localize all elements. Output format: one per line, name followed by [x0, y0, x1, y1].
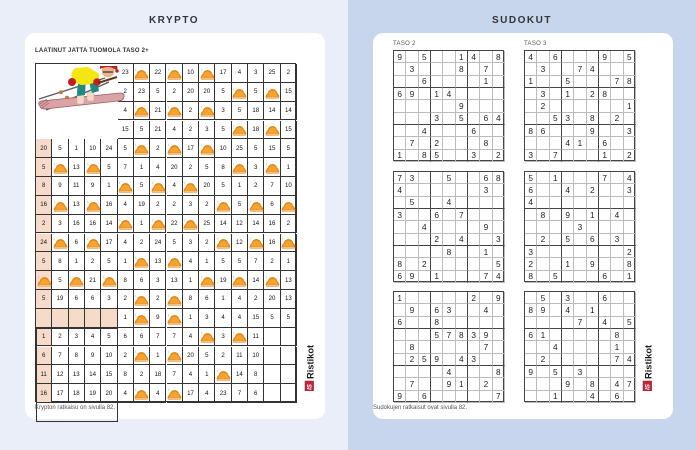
svg-text:Ristikot: Ristikot — [306, 345, 316, 379]
svg-text:IS: IS — [307, 384, 314, 390]
svg-text:IS: IS — [645, 384, 652, 390]
svg-text:Ristikot: Ristikot — [644, 345, 654, 379]
